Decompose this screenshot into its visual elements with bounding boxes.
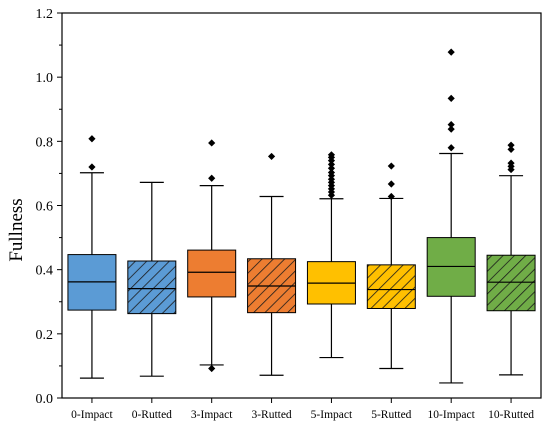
outlier-point bbox=[208, 364, 216, 373]
y-tick-label: 1.0 bbox=[36, 71, 54, 86]
y-tick-label: 0.4 bbox=[36, 264, 54, 279]
outlier-point bbox=[208, 139, 216, 147]
box-5-Impact bbox=[306, 151, 356, 359]
axes-layer: 0.0 0.2 0.4 0.6 0.8 1.0 1.2 0-Impact 0-Rutted 3-I… bbox=[36, 7, 542, 421]
y-axis-title: Fullness bbox=[6, 198, 27, 261]
outlier-point bbox=[387, 180, 395, 188]
outlier-point bbox=[447, 144, 455, 152]
outlier-point bbox=[327, 151, 336, 159]
outlier-point bbox=[507, 145, 515, 153]
x-tick-label: 3-Impact bbox=[191, 409, 233, 421]
outlier-point bbox=[447, 125, 455, 133]
outlier-point bbox=[387, 192, 395, 201]
outlier-point bbox=[447, 48, 455, 56]
outlier-point bbox=[507, 159, 515, 167]
x-tick-label: 10-Rutted bbox=[488, 409, 534, 421]
outlier-point bbox=[387, 162, 395, 170]
y-tick-label: 0.6 bbox=[36, 200, 54, 215]
outlier-point bbox=[267, 152, 276, 161]
x-tick-label: 0-Rutted bbox=[132, 409, 172, 421]
iqr-box bbox=[187, 249, 237, 298]
box-10-Rutted bbox=[486, 141, 536, 376]
outlier-point bbox=[88, 135, 96, 143]
box-0-Rutted bbox=[127, 181, 177, 377]
y-tick-label: 0.8 bbox=[36, 135, 54, 150]
y-tick-label: 1.2 bbox=[36, 7, 54, 22]
x-tick-label: 5-Impact bbox=[311, 409, 353, 421]
outlier-point bbox=[88, 163, 96, 171]
box-3-Impact bbox=[187, 139, 237, 373]
iqr-box bbox=[486, 254, 536, 312]
outlier-point bbox=[507, 141, 515, 149]
x-tick-label: 3-Rutted bbox=[251, 409, 291, 421]
box-0-Impact bbox=[67, 135, 117, 379]
outlier-point bbox=[208, 174, 216, 182]
outlier-point bbox=[327, 160, 336, 169]
x-tick-label: 0-Impact bbox=[71, 409, 113, 421]
plot-frame bbox=[61, 12, 542, 399]
outlier-point bbox=[447, 121, 455, 129]
x-tick-label: 5-Rutted bbox=[371, 409, 411, 421]
box-10-Impact bbox=[426, 48, 476, 384]
y-tick-label: 0.0 bbox=[36, 392, 54, 407]
outlier-point bbox=[327, 168, 336, 177]
outlier-point bbox=[327, 164, 336, 172]
box-3-Rutted bbox=[247, 152, 297, 376]
y-tick-label: 0.2 bbox=[36, 328, 54, 343]
boxes-layer bbox=[67, 48, 536, 384]
x-tick-label: 10-Impact bbox=[428, 409, 476, 421]
box-5-Rutted bbox=[366, 162, 416, 370]
outlier-point bbox=[447, 94, 455, 102]
iqr-box bbox=[366, 264, 416, 309]
iqr-box bbox=[127, 260, 177, 315]
